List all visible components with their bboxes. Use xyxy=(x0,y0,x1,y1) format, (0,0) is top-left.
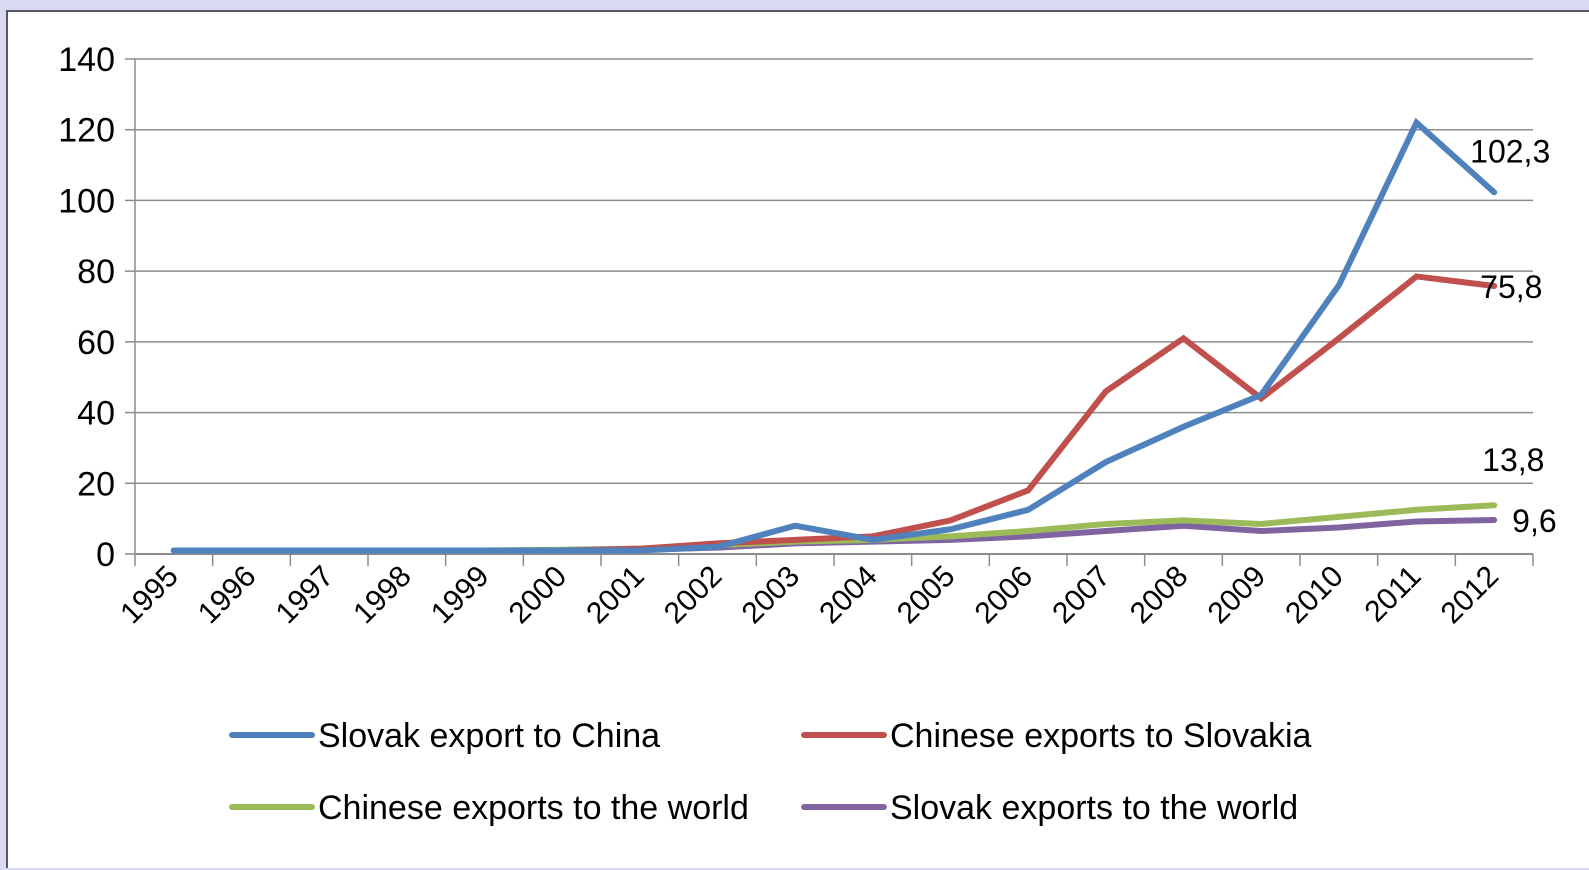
end-value-labels: 102,3 75,8 13,8 9,6 xyxy=(1470,133,1556,539)
y-tick-label: 140 xyxy=(58,41,115,79)
x-tick-label: 2012 xyxy=(1435,560,1506,631)
series-lines xyxy=(170,117,1498,554)
x-tick-label: 2011 xyxy=(1358,560,1427,629)
x-tick-label: 2005 xyxy=(891,560,962,631)
x-tick-label: 2010 xyxy=(1279,560,1350,631)
x-tick-label: 2004 xyxy=(813,560,884,631)
y-tick-label: 100 xyxy=(58,182,115,220)
y-tick-label: 120 xyxy=(58,112,115,150)
x-tick-label: 1995 xyxy=(114,560,185,631)
y-tick-label: 20 xyxy=(77,465,115,503)
end-value-label: 13,8 xyxy=(1482,442,1544,478)
series-line-2 xyxy=(170,273,1498,554)
axes xyxy=(125,58,1534,566)
end-value-label: 75,8 xyxy=(1480,269,1542,305)
legend-item: Chinese exports to the world xyxy=(229,789,749,827)
x-tick-label: 1999 xyxy=(425,560,496,631)
legend-label: Slovak exports to the world xyxy=(890,789,1298,827)
legend: Slovak export to China Chinese exports to… xyxy=(229,717,1312,827)
legend-label: Chinese exports to Slovakia xyxy=(890,717,1312,755)
y-tick-labels: 0 20 40 60 80 100 120 140 xyxy=(58,41,115,574)
end-value-label: 9,6 xyxy=(1512,503,1556,539)
chart-frame: 0 20 40 60 80 100 120 140 1995 1996 1997 1998 1999 2… xyxy=(6,10,1589,868)
y-tick-label: 60 xyxy=(77,324,115,362)
x-tick-label: 2008 xyxy=(1124,560,1195,631)
end-value-label: 102,3 xyxy=(1470,133,1550,169)
legend-item: Slovak exports to the world xyxy=(801,789,1298,827)
x-tick-label: 2006 xyxy=(969,560,1040,631)
x-tick-label: 1997 xyxy=(270,560,341,631)
y-tick-label: 80 xyxy=(77,253,115,291)
x-tick-label: 2001 xyxy=(580,560,651,631)
gridlines xyxy=(135,58,1533,485)
x-tick-labels: 1995 1996 1997 1998 1999 2000 2001 2002 2003 2004… xyxy=(114,560,1505,631)
x-tick-label: 2003 xyxy=(736,560,807,631)
y-tick-label: 40 xyxy=(77,395,115,433)
series-line-1 xyxy=(170,117,1498,554)
x-tick-label: 2007 xyxy=(1046,560,1117,631)
x-tick-label: 2009 xyxy=(1202,560,1273,631)
x-tick-label: 2000 xyxy=(503,560,574,631)
x-tick-label: 1996 xyxy=(192,560,263,631)
legend-label: Slovak export to China xyxy=(318,717,660,755)
legend-item: Slovak export to China xyxy=(229,717,660,755)
y-tick-label: 0 xyxy=(96,536,115,574)
legend-item: Chinese exports to Slovakia xyxy=(801,717,1312,755)
x-tick-label: 1998 xyxy=(347,560,418,631)
x-tick-label: 2002 xyxy=(658,560,729,631)
legend-label: Chinese exports to the world xyxy=(318,789,749,827)
